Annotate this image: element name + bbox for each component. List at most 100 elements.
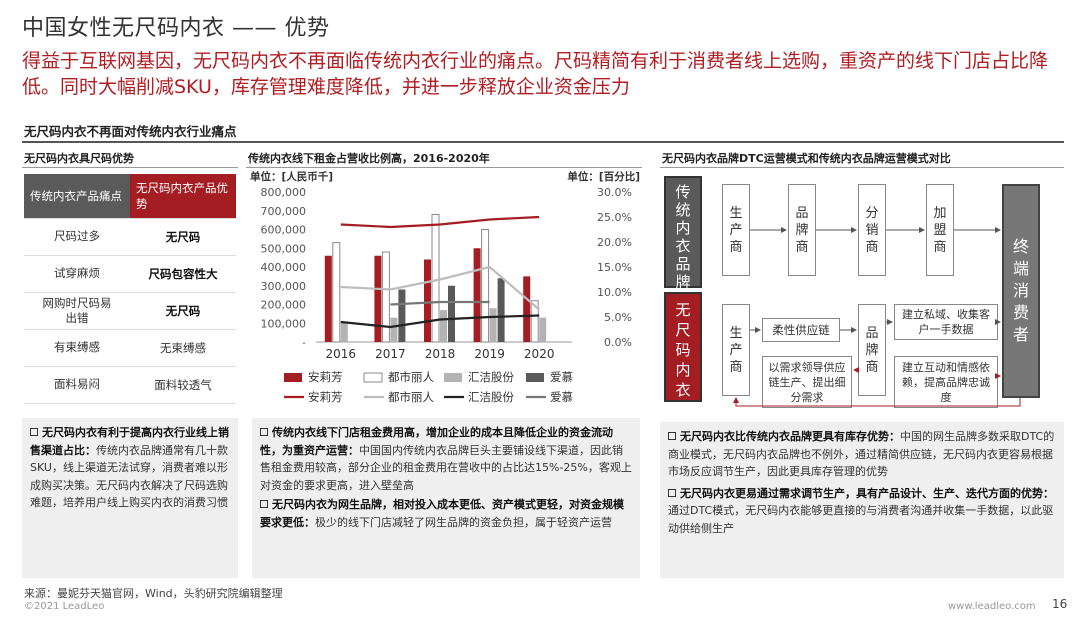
left-panel-rule <box>22 167 238 168</box>
table-cell-advantage: 尺码包容性大 <box>130 255 236 293</box>
page-subtitle: 得益于互联网基因，无尺码内衣不再面临传统内衣行业的痛点。尺码精简有利于消费者线上… <box>22 50 1049 98</box>
mid-note-1-heading: 传统内衣线下门店租金费用高，增加企业的成本且降低企业的资金流动性，为重资产运营： <box>260 426 613 457</box>
right-note-1-text: 中国的网生品牌多数采取DTC的商业模式，无尺码内衣品牌也不例外，通过精简供应链，… <box>668 430 1055 478</box>
bullet-square-icon <box>668 432 676 440</box>
right-note-2-text: 通过DTC模式，无尺码内衣能够更直接的与消费者沟通并收集一手数据，以此驱动供给侧… <box>668 504 1054 535</box>
right-note-item-1: 无尺码内衣比传统内衣品牌更具有库存优势：中国的网生品牌多数采取DTC的商业模式，… <box>668 428 1056 481</box>
table-cell-advantage: 无尺码 <box>130 218 236 256</box>
mid-note-2-text: 极少的线下门店减轻了网生品牌的资金负担，属于轻资产运营 <box>315 515 612 529</box>
y-axis-left-unit: 单位：[人民币千] <box>250 170 333 183</box>
y-tick-label-right: 30.0% <box>597 186 632 199</box>
line-series-4 <box>390 300 490 306</box>
left-note-text: 传统内衣品牌通常有几十款SKU，线上渠道无法试穿，消费者难以形成购买决策。无尺码… <box>30 443 228 510</box>
no-size-brand-label: 无尺码内衣 <box>664 292 702 402</box>
bullet-square-icon <box>30 428 38 436</box>
private-domain-box: 建立私域、收集客户一手数据 <box>894 304 998 340</box>
table-cell-advantage: 无尺码 <box>130 292 236 330</box>
end-consumer-box: 终端消费者 <box>1002 184 1040 398</box>
y-tick-label-left: 300,000 <box>261 280 307 293</box>
trad-step-producer: 生产商 <box>722 184 750 276</box>
y-tick-label-right: 0.0% <box>604 336 632 349</box>
copyright: ©2021 LeadLeo <box>24 601 105 612</box>
bar-1 <box>473 248 481 342</box>
right-note-2-heading: 无尺码内衣更易通过需求调节生产，具有产品设计、生产、迭代方面的优势： <box>680 486 1054 500</box>
legend-line-label: 都市丽人 <box>388 390 434 404</box>
x-tick-label: 2017 <box>375 347 406 361</box>
bar-1 <box>324 255 332 342</box>
trad-step-franchisee: 加盟商 <box>926 184 954 276</box>
legend-bar-swatch <box>284 373 302 382</box>
bar-3 <box>340 321 348 342</box>
line-series-3 <box>340 314 540 329</box>
dtc-brand: 品牌商 <box>858 304 886 396</box>
table-row: 尺码过多 无尺码 <box>24 218 236 256</box>
bar-2 <box>530 300 539 343</box>
y-axis-right-unit: 单位：[百分比] <box>567 170 640 183</box>
bar-1 <box>523 276 531 342</box>
mid-note-1-text: 中国国内传统内衣品牌巨头主要铺设线下渠道，因此销售租金费用较高，部分企业的租金费… <box>260 443 632 492</box>
left-note: 无尺码内衣有利于提高内衣行业线上销售渠道占比：传统内衣品牌通常有几十款SKU，线… <box>22 418 238 578</box>
table-cell-pain: 尺码过多 <box>24 218 130 256</box>
traditional-brand-text: 传统内衣品牌 <box>675 183 691 291</box>
page-number: 16 <box>1052 597 1068 611</box>
website: www.leadleo.com <box>948 601 1036 612</box>
bar-3 <box>489 308 497 342</box>
table-cell-pain: 网购时尺码易出错 <box>24 292 130 330</box>
interaction-box: 建立互动和情感依赖，提高品牌忠诚度 <box>894 356 998 408</box>
y-tick-label-right: 25.0% <box>597 211 632 224</box>
x-tick-label: 2016 <box>326 347 357 361</box>
legend-bar-swatch <box>444 373 462 382</box>
demand-driven-box: 以需求领导供应链生产、提出细分需求 <box>762 356 852 408</box>
trad-step-distributor: 分销商 <box>858 184 886 276</box>
bar-2 <box>381 251 390 343</box>
legend-bar-label: 爱慕 <box>550 370 573 384</box>
legend-line-label: 爱慕 <box>550 390 573 404</box>
y-tick-label-left: - <box>302 336 306 349</box>
mid-note-item-1: 传统内衣线下门店租金费用高，增加企业的成本且降低企业的资金流动性，为重资产运营：… <box>260 424 632 494</box>
table-cell-pain: 试穿麻烦 <box>24 255 130 293</box>
bar-3 <box>539 317 547 342</box>
mid-note-2-heading: 无尺码内衣为网生品牌，相对投入成本更低、资产模式更轻，对资金规模要求更低： <box>260 498 624 529</box>
feedback-arrow <box>733 397 1021 407</box>
table-cell-pain: 有束缚感 <box>24 329 130 367</box>
table-row: 网购时尺码易出错 无尺码 <box>24 292 236 330</box>
right-note-item-2: 无尺码内衣更易通过需求调节生产，具有产品设计、生产、迭代方面的优势： 通过DTC模… <box>668 485 1056 538</box>
diagram-arrows <box>733 227 1021 407</box>
right-panel-title: 无尺码内衣品牌DTC运营模式和传统内衣品牌运营模式对比 <box>662 152 951 165</box>
right-note: 无尺码内衣比传统内衣品牌更具有库存优势：中国的网生品牌多数采取DTC的商业模式，… <box>660 422 1064 578</box>
mid-panel-rule <box>246 167 642 168</box>
bar-4 <box>398 289 406 342</box>
dtc-diagram: 传统内衣品牌 无尺码内衣 生产商 品牌商 分销商 加盟商 终端消费者 生产商 品… <box>660 170 1064 410</box>
section-divider <box>22 141 1064 143</box>
mid-note-item-2: 无尺码内衣为网生品牌，相对投入成本更低、资产模式更轻，对资金规模要求更低：极少的… <box>260 496 632 531</box>
y-tick-label-right: 20.0% <box>597 236 632 249</box>
traditional-brand-label: 传统内衣品牌 <box>664 176 702 291</box>
chart-title: 传统内衣线下租金占营收比例高，2016-2020年 <box>248 152 490 165</box>
left-panel-title: 无尺码内衣具尺码优势 <box>24 152 134 165</box>
y-tick-label-left: 700,000 <box>261 205 307 218</box>
bar-2 <box>332 242 341 343</box>
y-tick-label-left: 400,000 <box>261 261 307 274</box>
y-tick-label-left: 600,000 <box>261 224 307 237</box>
bar-3 <box>440 310 447 342</box>
section-title: 无尺码内衣不再面对传统内衣行业痛点 <box>24 124 237 139</box>
legend-bar-swatch <box>363 372 383 383</box>
y-tick-label-left: 200,000 <box>261 299 307 312</box>
x-tick-label: 2018 <box>425 347 456 361</box>
dtc-producer: 生产商 <box>722 304 750 396</box>
rent-ratio-chart: 单位：[人民币千] 单位：[百分比] 800,000 700,000 600,000 50… <box>250 170 640 404</box>
no-size-brand-text: 无尺码内衣 <box>675 301 691 399</box>
bar-1 <box>374 255 382 342</box>
y-tick-label-left: 800,000 <box>261 186 307 199</box>
table-cell-advantage: 无束缚感 <box>130 329 236 367</box>
bar-2 <box>431 214 440 343</box>
right-note-1-heading: 无尺码内衣比传统内衣品牌更具有库存优势： <box>680 430 900 443</box>
line-series-1 <box>340 215 540 229</box>
size-advantage-table: 传统内衣产品痛点 无尺码内衣产品优势 尺码过多 无尺码 试穿麻烦 尺码包容性大 … <box>24 174 236 404</box>
mid-note: 传统内衣线下门店租金费用高，增加企业的成本且降低企业的资金流动性，为重资产运营：… <box>252 418 640 578</box>
legend-line-label: 汇洁股份 <box>468 390 514 404</box>
table-row: 试穿麻烦 尺码包容性大 <box>24 255 236 293</box>
legend-line-label: 安莉芳 <box>308 390 343 404</box>
bullet-square-icon <box>260 428 268 436</box>
